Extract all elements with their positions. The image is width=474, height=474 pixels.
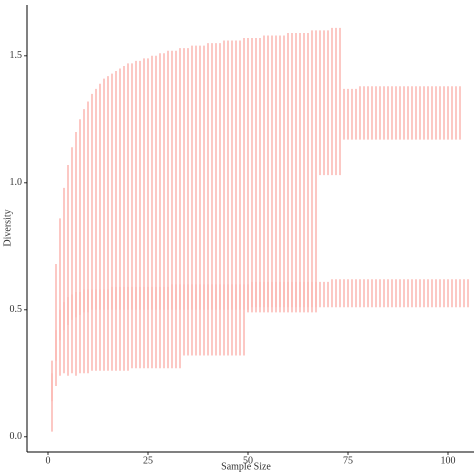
x-tick-label: 100 <box>441 455 456 466</box>
y-tick-label: 1.5 <box>10 50 23 61</box>
x-axis-title: Sample Size <box>221 461 271 472</box>
x-tick-label: 50 <box>243 455 253 466</box>
x-tick-label: 0 <box>46 455 51 466</box>
x-tick-label: 25 <box>143 455 153 466</box>
y-tick-label: 0.0 <box>10 431 23 442</box>
y-tick-label: 1.0 <box>10 177 23 188</box>
y-axis-title: Diversity <box>2 209 13 246</box>
y-tick-label: 0.5 <box>10 304 23 315</box>
x-tick-label: 75 <box>343 455 353 466</box>
